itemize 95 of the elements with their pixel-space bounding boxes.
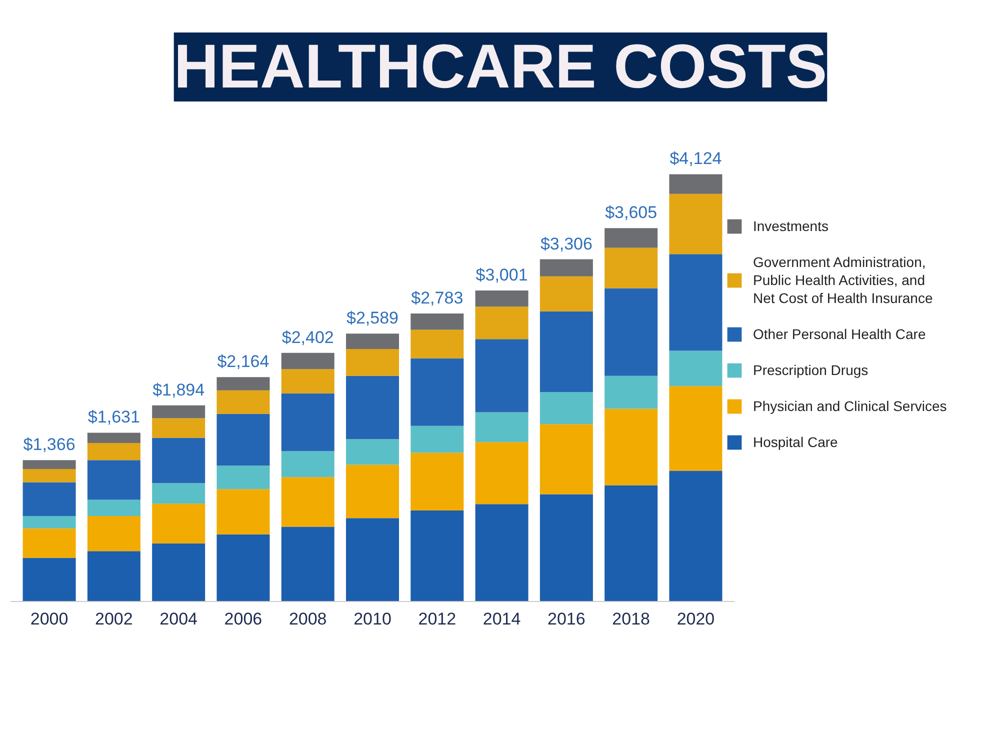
bar [669,174,722,194]
bar [669,254,722,351]
bar [22,516,76,528]
annotation: $2,164 [217,352,270,372]
bar [410,452,464,510]
bar [475,442,528,504]
bar [152,543,206,602]
x-tick-label: 2000 [30,610,68,628]
bar [475,306,528,340]
bar [410,330,464,358]
bar [669,194,722,254]
x-tick-label: 2018 [612,610,650,628]
bar [346,518,400,602]
x-tick-label: 2002 [95,610,133,628]
bar [604,408,658,486]
bar [410,358,464,426]
legend-label: Hospital Care [753,433,838,451]
bar [346,348,400,376]
bar [216,377,270,390]
bar [604,248,658,288]
bar [540,494,593,602]
bar [346,376,400,440]
bar [281,451,334,478]
annotation: $1,631 [88,408,140,427]
annotation: $3,605 [605,203,658,222]
bar [540,392,593,424]
annotation: $3,306 [540,234,592,254]
chart-title: HEALTHCARE COSTS [174,32,828,102]
bar [669,386,722,471]
annotation: $4,124 [670,149,722,168]
annotation: $2,783 [411,288,464,308]
bar [152,405,206,418]
bar [281,477,334,527]
x-tick-label: 2014 [482,610,521,628]
bar [346,334,400,349]
bar [216,489,270,534]
bar [22,469,76,482]
bar [475,504,528,602]
bar [604,376,658,409]
bar [152,418,206,438]
x-tick-label: 2020 [676,610,715,628]
bar [540,311,593,392]
annotation: $3,001 [476,265,528,284]
bar [87,460,140,500]
bar [216,466,270,490]
bar [216,390,270,414]
bar [22,528,76,558]
annotation: $2,589 [346,308,399,328]
bar [152,504,206,544]
bar [87,500,140,516]
annotation: $1,366 [23,435,76,454]
bar [540,259,593,276]
bar [669,350,722,386]
bar [22,558,76,602]
x-tick-label: 2012 [418,610,456,628]
bar [87,442,140,460]
bar [540,424,593,494]
bar [540,276,593,312]
x-tick-label: 2004 [160,610,198,628]
bar [87,432,140,443]
bar [410,426,464,453]
bar [669,470,722,602]
bar [87,516,140,552]
bar [152,438,206,484]
x-tick-label: 2006 [224,610,262,628]
bar [410,314,464,330]
bar [346,464,400,518]
x-tick-label: 2016 [548,610,586,628]
bar [87,551,140,602]
bar [604,288,658,376]
bar [281,369,334,394]
x-tick-label: 2008 [288,610,327,628]
bar [281,393,334,452]
bar [281,352,334,370]
legend-label: Government Administration, Public Health Activities, and Net Cost of Health Insurance [753,253,933,307]
bar [475,339,528,412]
bar [604,485,658,602]
bar [216,414,270,466]
bar [475,412,528,442]
bar [604,228,658,248]
x-tick-label: 2010 [354,610,392,628]
annotation: $1,894 [152,380,205,400]
bar [22,460,76,470]
legend-label: Investments [753,217,828,235]
legend-label: Physician and Clinical Services [753,397,947,415]
bar [22,482,76,516]
bar [281,526,334,602]
bar [475,290,528,307]
bar [152,483,206,504]
legend-label: Prescription Drugs [753,361,868,379]
annotation: $2,402 [282,328,334,347]
bar [346,439,400,465]
legend-label: Other Personal Health Care [753,325,926,343]
bar [216,534,270,602]
bar [410,510,464,602]
